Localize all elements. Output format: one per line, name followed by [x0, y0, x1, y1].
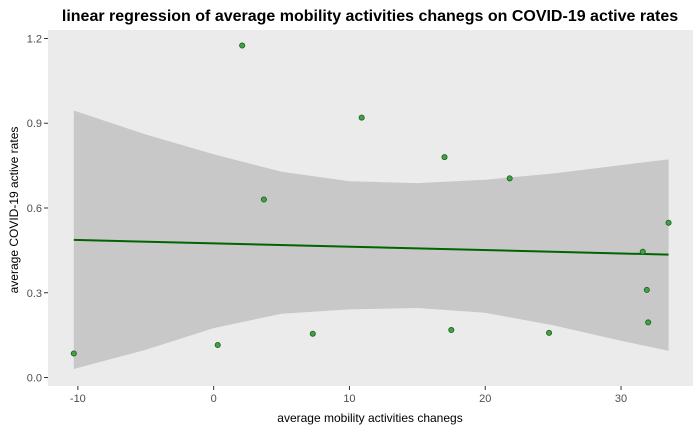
- x-axis: -10 0 10 20 30: [70, 386, 627, 405]
- data-point: [441, 154, 448, 161]
- confidence-band: [73, 110, 669, 369]
- regression-line-layer: [73, 238, 669, 256]
- data-point: [260, 196, 267, 203]
- y-tick-label: 0.3: [27, 288, 42, 300]
- data-point: [70, 350, 77, 357]
- data-point: [645, 319, 652, 326]
- y-axis: 0.0 0.3 0.6 0.9 1.2: [27, 33, 48, 385]
- data-point: [309, 330, 316, 337]
- chart-title: linear regression of average mobility ac…: [62, 8, 678, 25]
- x-tick-label: 20: [479, 393, 491, 405]
- data-point: [214, 342, 221, 349]
- data-point: [665, 219, 672, 226]
- x-tick-label: 30: [615, 393, 627, 405]
- data-point: [546, 329, 553, 336]
- y-tick-label: 1.2: [27, 33, 42, 45]
- x-tick-label: 0: [211, 393, 217, 405]
- x-tick-label: 10: [343, 393, 355, 405]
- data-point: [358, 114, 365, 121]
- data-point: [506, 175, 513, 182]
- data-point: [643, 286, 650, 293]
- regression-line: [73, 238, 669, 256]
- data-points: [70, 42, 672, 357]
- data-point: [448, 327, 455, 334]
- x-axis-label: average mobility activities chanegs: [277, 411, 462, 425]
- y-tick-label: 0.6: [27, 203, 42, 215]
- data-point: [239, 42, 246, 49]
- x-tick-label: -10: [70, 393, 86, 405]
- confidence-band-area: [73, 110, 669, 369]
- y-tick-label: 0.9: [27, 118, 42, 130]
- y-axis-label: average COVID-19 active rates: [7, 127, 21, 294]
- y-tick-label: 0.0: [27, 373, 42, 385]
- data-point: [639, 248, 646, 255]
